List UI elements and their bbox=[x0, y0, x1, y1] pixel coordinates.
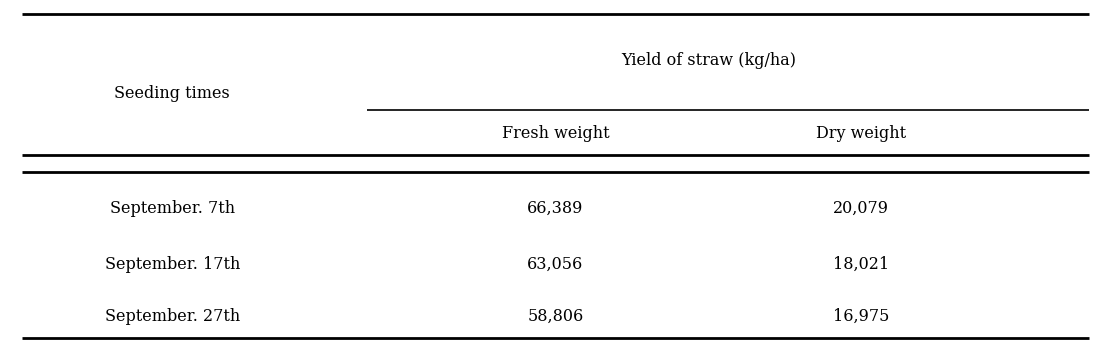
Text: Dry weight: Dry weight bbox=[815, 126, 907, 142]
Text: September. 17th: September. 17th bbox=[104, 256, 240, 273]
Text: 66,389: 66,389 bbox=[528, 200, 583, 217]
Text: Fresh weight: Fresh weight bbox=[502, 126, 609, 142]
Text: 18,021: 18,021 bbox=[833, 256, 889, 273]
Text: September. 7th: September. 7th bbox=[110, 200, 234, 217]
Text: 16,975: 16,975 bbox=[833, 308, 889, 325]
Text: 63,056: 63,056 bbox=[528, 256, 583, 273]
Text: Seeding times: Seeding times bbox=[114, 86, 230, 102]
Text: Yield of straw (kg/ha): Yield of straw (kg/ha) bbox=[621, 53, 795, 69]
Text: 20,079: 20,079 bbox=[833, 200, 889, 217]
Text: September. 27th: September. 27th bbox=[104, 308, 240, 325]
Text: 58,806: 58,806 bbox=[528, 308, 583, 325]
